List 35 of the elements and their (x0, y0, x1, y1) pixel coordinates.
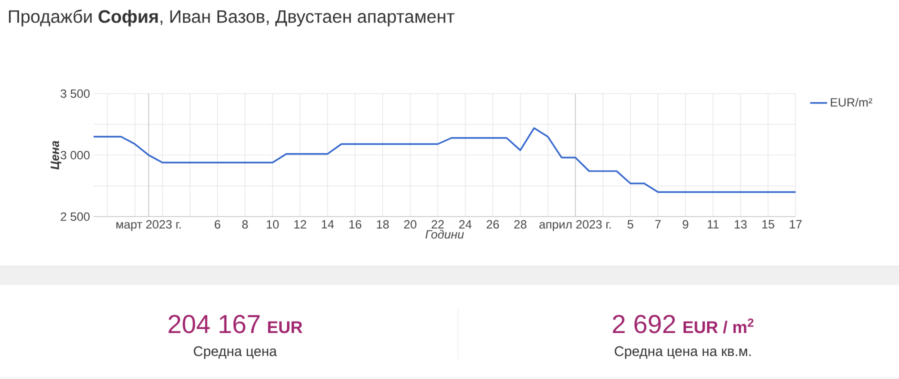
y-tick-label: 3 000 (60, 150, 90, 160)
x-tick-label: 11 (708, 220, 719, 228)
x-tick-label: 13 (734, 220, 747, 229)
text: 2 692 (612, 314, 676, 334)
text: 204 167 (168, 314, 260, 334)
x-tick-label: 28 (514, 220, 526, 229)
x-tick-label: 15 (762, 220, 774, 228)
x-tick-label: 9 (682, 220, 688, 229)
x-tick-label: 14 (322, 220, 334, 228)
x-tick-label: 5 (628, 220, 634, 228)
text: EUR / m$^{2}$ (684, 318, 754, 334)
x-tick-label: 16 (349, 220, 362, 229)
x-tick-label: 10 (266, 220, 279, 229)
text: Средна цена на кв.м. (614, 346, 751, 359)
x-tick-label: 18 (376, 220, 389, 229)
text: EUR (268, 321, 302, 334)
x-tick-label: 17 (790, 220, 802, 228)
x-tick-label: 26 (486, 220, 499, 229)
x-tick-label: 8 (242, 220, 248, 229)
x-tick-label: 20 (404, 220, 416, 229)
y-axis-title: Цена (50, 140, 62, 170)
y-tick-label: 3 500 (60, 89, 90, 98)
x-tick-label: 24 (459, 220, 472, 229)
y-tick-label: 2 500 (60, 212, 90, 221)
chart-title: Продажби София, Иван Вазов, Двустаен апартамент (8, 10, 454, 26)
text: Средна цена (194, 346, 277, 359)
x-tick-label: 22 (432, 220, 444, 229)
x-tick-label: април 2023 г. (539, 220, 611, 231)
line-series (92, 127, 796, 193)
x-axis-title: Години (426, 230, 464, 239)
x-tick-label: 7 (655, 220, 661, 228)
legend-label: EUR/m² (830, 98, 872, 107)
x-tick-label: 12 (294, 220, 306, 229)
x-tick-label: март 2023 г. (116, 220, 181, 231)
x-tick-label: 6 (214, 220, 220, 229)
